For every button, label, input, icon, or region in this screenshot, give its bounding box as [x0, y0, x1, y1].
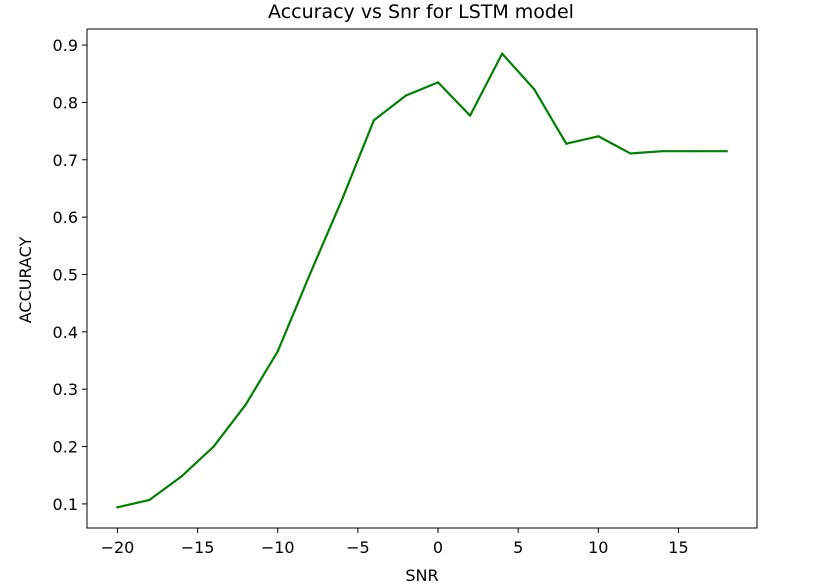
x-tick-label: 10: [588, 538, 608, 557]
x-tick-label: −5: [346, 538, 370, 557]
x-tick-label: 5: [513, 538, 523, 557]
y-tick-label: 0.6: [53, 208, 78, 227]
data-point: [725, 150, 728, 153]
x-tick-label: −15: [181, 538, 215, 557]
y-tick-label: 0.9: [53, 36, 78, 55]
x-axis-label: SNR: [405, 566, 438, 584]
plot-frame: [86, 28, 758, 529]
data-point: [661, 150, 664, 153]
data-point: [148, 498, 151, 501]
data-point: [372, 119, 376, 122]
x-axis: −20 −15 −10 −5 0 5 10 15: [101, 528, 689, 557]
data-point: [340, 198, 343, 202]
data-point: [468, 114, 472, 117]
data-point: [308, 273, 311, 276]
y-tick-label: 0.8: [53, 93, 78, 112]
data-point: [404, 94, 408, 97]
y-axis: 0.1 0.2 0.3 0.4 0.5 0.6 0.7 0.8 0.9: [53, 36, 87, 514]
data-point: [276, 350, 279, 353]
data-point: [244, 403, 247, 406]
data-point: [693, 150, 696, 153]
y-axis-label: ACCURACY: [16, 237, 35, 324]
y-tick-label: 0.5: [53, 265, 78, 284]
data-point: [116, 506, 119, 509]
data-point: [565, 142, 568, 145]
x-tick-label: 15: [668, 538, 688, 557]
x-tick-label: −10: [261, 538, 295, 557]
data-point: [212, 445, 215, 448]
y-tick-label: 0.1: [53, 495, 78, 514]
chart-title: Accuracy vs Snr for LSTM model: [268, 1, 574, 23]
x-tick-label: 0: [433, 538, 443, 557]
data-point: [629, 152, 632, 155]
data-point: [533, 88, 536, 91]
data-point: [180, 475, 183, 478]
y-tick-label: 0.3: [53, 380, 78, 399]
series-layer: [116, 52, 728, 509]
y-tick-label: 0.4: [53, 323, 78, 342]
y-tick-label: 0.7: [53, 151, 78, 170]
data-point: [597, 135, 600, 138]
data-point: [501, 52, 504, 55]
y-tick-label: 0.2: [53, 438, 78, 457]
series-line-lstm: [116, 52, 728, 509]
x-tick-label: −20: [101, 538, 135, 557]
data-point: [436, 81, 440, 84]
